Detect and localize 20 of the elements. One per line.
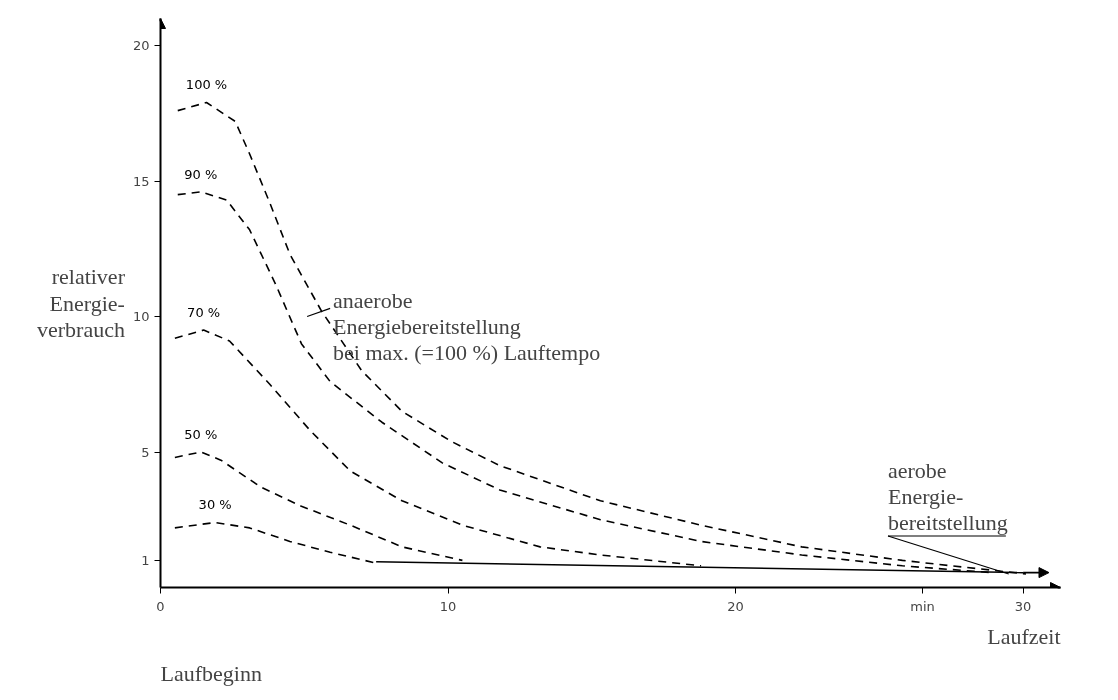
series-label: 70 %	[187, 305, 221, 321]
text: Laufbeginn	[160, 660, 262, 686]
y-tick-label: 1	[141, 552, 150, 568]
series-label: 90 %	[184, 166, 218, 182]
y-tick-label: 5	[141, 444, 150, 460]
series-label: 100 %	[185, 77, 228, 93]
x-tick-label: 20	[727, 598, 744, 614]
y-tick-label: 10	[132, 309, 150, 325]
annotation: anaerobe Energiebereitstellung bei max. (=100 %) Lauftempo	[333, 287, 601, 366]
y-axis-title: relativer Energie- verbrauch	[37, 264, 126, 342]
series-label: 50 %	[184, 427, 218, 443]
x-tick-label: 30	[1014, 598, 1032, 614]
x-tick-label: min	[910, 598, 935, 614]
series-label: 30 %	[198, 497, 232, 513]
annotation: aerobe Energie- bereitstellung	[887, 457, 1008, 536]
y-tick-label: 15	[132, 173, 150, 189]
x-axis-title: Laufzeit	[987, 623, 1061, 649]
y-tick-label: 20	[132, 38, 150, 54]
x-tick-label: 10	[439, 598, 457, 614]
x-tick-label: 0	[156, 598, 165, 614]
